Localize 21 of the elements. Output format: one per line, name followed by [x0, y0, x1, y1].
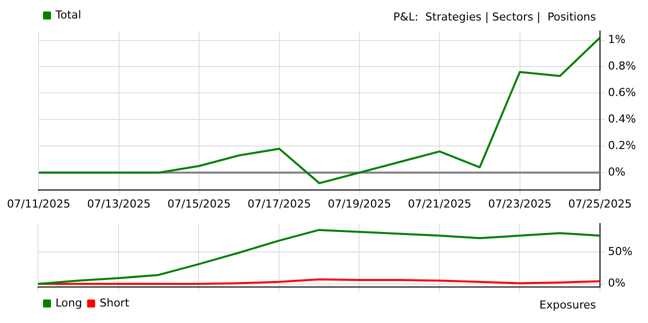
x-tick-label: 07/17/2025: [248, 197, 311, 210]
y-tick-label: 0.6%: [608, 86, 636, 100]
y-tick-label: 0.2%: [608, 138, 636, 152]
x-tick-label: 07/21/2025: [408, 197, 472, 210]
text: Exposures: [539, 298, 596, 312]
y-tick-label: 0.4%: [608, 112, 636, 126]
x-tick-label: 07/11/2025: [6, 197, 70, 210]
x-tick-label: 07/19/2025: [328, 197, 392, 210]
x-tick-label: 07/13/2025: [87, 197, 151, 210]
x-tick-label: 07/23/2025: [488, 197, 552, 210]
x-tick-label: 07/25/2025: [568, 197, 632, 210]
y-tick-label: 0%: [608, 276, 626, 290]
y-tick-label: 0%: [608, 165, 626, 178]
legend-label: Long: [56, 296, 82, 310]
text: P&L: Strategies | Sectors | Positions: [393, 10, 596, 24]
y-tick-label: 50%: [608, 244, 632, 258]
y-tick-label: 1%: [608, 33, 626, 46]
legend-label: Total: [54, 8, 82, 22]
x-tick-label: 07/15/2025: [167, 197, 231, 210]
y-tick-label: 0.8%: [608, 60, 636, 73]
legend-label: Short: [100, 296, 130, 310]
